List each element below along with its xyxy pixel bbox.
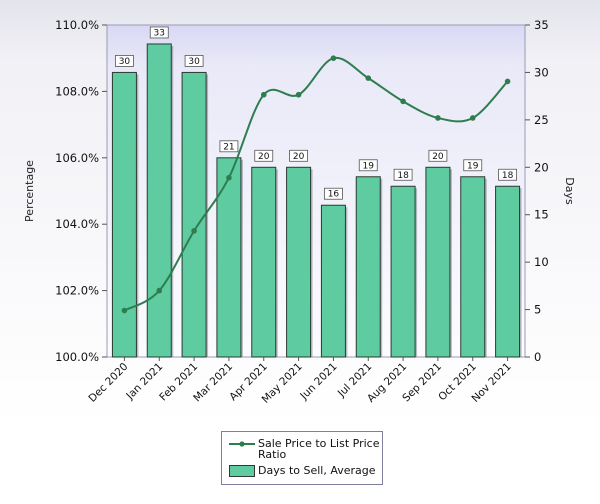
bar-data-label: 19 <box>467 161 479 171</box>
y-right-tick-label: 0 <box>534 350 541 364</box>
bar-data-label-box <box>498 168 517 181</box>
y-axis-right-title: Days <box>563 177 576 205</box>
y-left-tick-label: 108.0% <box>55 84 99 98</box>
y-axis-left-title: Percentage <box>23 160 36 222</box>
legend-line-swatch <box>229 441 255 447</box>
bar <box>146 43 172 358</box>
legend-label-days-to-sell: Days to Sell, Average <box>258 464 376 477</box>
bar-data-label-box <box>393 168 413 181</box>
bar-data-label-box <box>184 55 204 67</box>
bar <box>251 166 277 358</box>
y-right-tick-label: 10 <box>534 255 549 269</box>
bar <box>216 157 242 358</box>
y-left-tick-label: 106.0% <box>55 151 99 165</box>
plot-area <box>106 24 526 358</box>
bar <box>355 176 381 358</box>
legend-label-sale-price-ratio: Sale Price to List Price Ratio <box>258 437 380 461</box>
line-point <box>156 287 163 294</box>
bar-data-label-box <box>149 26 169 39</box>
y-left-tick-label: 102.0% <box>55 284 99 298</box>
line-point <box>469 115 476 121</box>
bar <box>286 166 312 358</box>
y-right-tick-label: 35 <box>534 18 549 32</box>
line-point <box>330 55 337 61</box>
bar-data-label-box <box>219 140 239 153</box>
y-left-tick-label: 104.0% <box>55 217 99 231</box>
y-right-tick-label: 30 <box>534 65 549 79</box>
bar-data-label-box <box>358 159 378 172</box>
bar-data-label-box <box>254 149 274 162</box>
line-point <box>400 98 406 105</box>
y-left-tick-label: 100.0% <box>55 350 99 364</box>
legend-bar-swatch <box>229 465 255 477</box>
bar <box>320 204 346 358</box>
bar-data-label-box <box>324 187 343 200</box>
bar <box>460 176 486 358</box>
line-point <box>504 78 511 85</box>
bar-data-label: 19 <box>363 161 375 171</box>
bar-data-label: 20 <box>432 152 444 162</box>
line-point <box>260 91 267 98</box>
bar-data-label: 30 <box>188 57 200 67</box>
y-right-tick-label: 15 <box>534 208 549 222</box>
line-point <box>191 228 197 234</box>
bar-data-label: 16 <box>328 190 340 200</box>
bar-data-label: 20 <box>293 152 305 162</box>
line-point <box>365 75 372 81</box>
line-point <box>435 115 441 121</box>
bar-data-label: 30 <box>119 57 131 67</box>
bar-data-label: 18 <box>397 171 409 181</box>
bar-data-label: 20 <box>258 152 270 162</box>
line-point <box>121 307 128 314</box>
line-point <box>295 91 302 98</box>
line-point <box>226 174 232 181</box>
bar <box>111 71 137 358</box>
bar-data-label-box <box>289 149 308 162</box>
bar <box>495 185 521 358</box>
y-right-tick-label: 20 <box>534 160 549 174</box>
bar-data-label: 18 <box>502 171 514 181</box>
bar-data-label-box <box>428 149 448 162</box>
bar <box>390 185 416 358</box>
bar-data-label: 21 <box>223 142 234 152</box>
y-right-tick-label: 5 <box>534 303 541 317</box>
bar <box>425 166 451 358</box>
y-right-tick-label: 25 <box>534 113 549 127</box>
legend: Sale Price to List Price Ratio Days to S… <box>221 431 383 485</box>
bar-data-label-box <box>115 55 134 67</box>
y-left-tick-label: 110.0% <box>55 18 99 32</box>
bar-data-label-box <box>463 159 483 172</box>
bar-data-label: 33 <box>154 28 165 38</box>
bar <box>181 71 207 358</box>
